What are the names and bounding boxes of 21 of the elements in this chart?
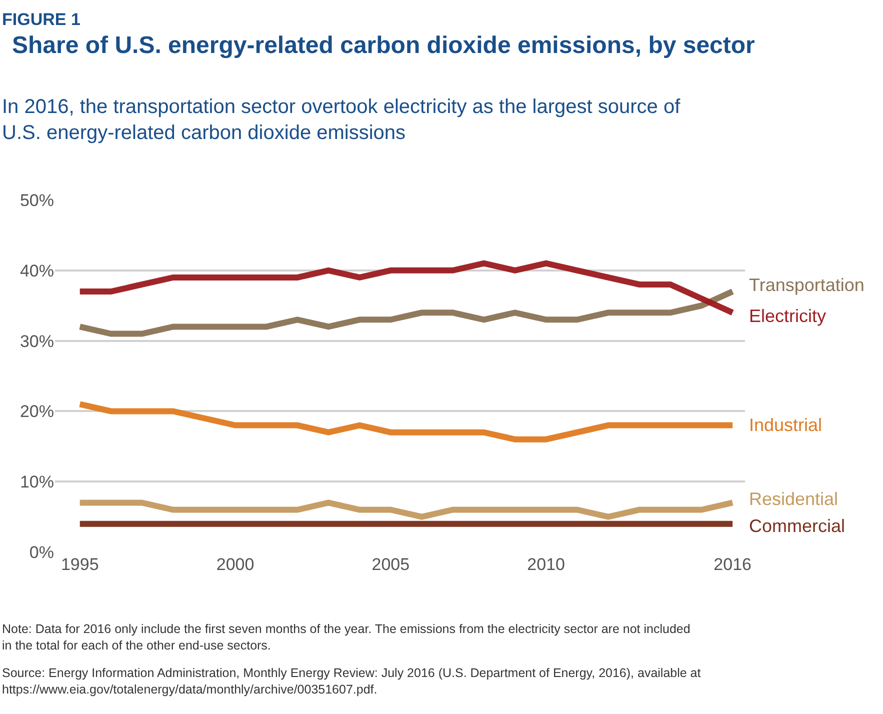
source-note: Source: Energy Information Administration, Monthly Energy Review: July 2016 (U.S. Department of Energy, 2016), available at https://www.eia.gov/totalenergy/data/monthly/archive/00351607.pdf. (2, 666, 702, 696)
series-label: Commercial (749, 516, 846, 536)
y-tick-label: 20% (20, 402, 54, 422)
chart-subtitle: In 2016, the transportation sector overtook electricity as the largest source of U.S. energy-related carbon dioxide emissions (2, 96, 681, 144)
y-tick-label: 10% (20, 472, 54, 492)
x-tick-label: 1995 (60, 555, 99, 574)
y-tick-label: 40% (20, 261, 54, 280)
text: Note: Data for 2016 only include the first seven months of the year. The emissions from the electricity sector are not included in the total for each of the other end-use sectors. (2, 622, 690, 652)
y-tick-label: 50% (20, 190, 54, 210)
x-tick-label: 2016 (714, 555, 752, 574)
series-label: Transportation (749, 275, 864, 295)
series-label: Electricity (749, 306, 826, 326)
series-label: Industrial (749, 415, 822, 435)
y-tick-label: 0% (29, 542, 54, 562)
caption: FIGURE 1 (2, 10, 80, 29)
x-tick-label: 2010 (527, 555, 565, 574)
y-tick-label: 30% (20, 332, 54, 351)
x-tick-label: 2000 (216, 555, 254, 574)
chart-title: Share of U.S. energy-related carbon dioxide emissions, by sector (12, 32, 755, 59)
series-label: Residential (749, 489, 838, 509)
x-tick-label: 2005 (372, 555, 410, 574)
